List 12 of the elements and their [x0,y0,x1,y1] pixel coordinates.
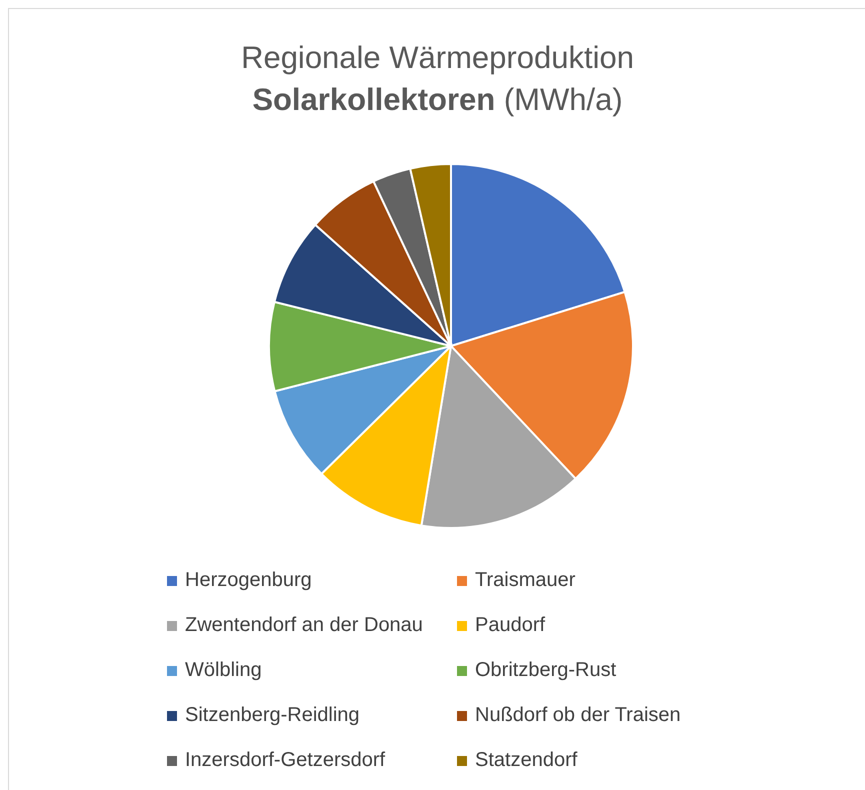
legend-label: Traismauer [475,569,576,592]
chart-title: Regionale Wärmeproduktion [240,39,635,77]
legend-label: Wölbling [185,659,262,682]
legend-label: Inzersdorf-Getzersdorf [185,749,386,772]
legend-label: Nußdorf ob der Traisen [475,704,681,727]
chart-subtitle: Solarkollektoren (MWh/a) [251,81,624,119]
legend-label: Obritzberg-Rust [475,659,616,682]
legend-label: Sitzenberg-Reidling [185,704,360,727]
legend-label: Paudorf [475,614,546,637]
legend-label: Statzendorf [475,749,578,772]
legend-label: Zwentendorf an der Donau [185,614,423,637]
legend-label: Herzogenburg [185,569,312,592]
